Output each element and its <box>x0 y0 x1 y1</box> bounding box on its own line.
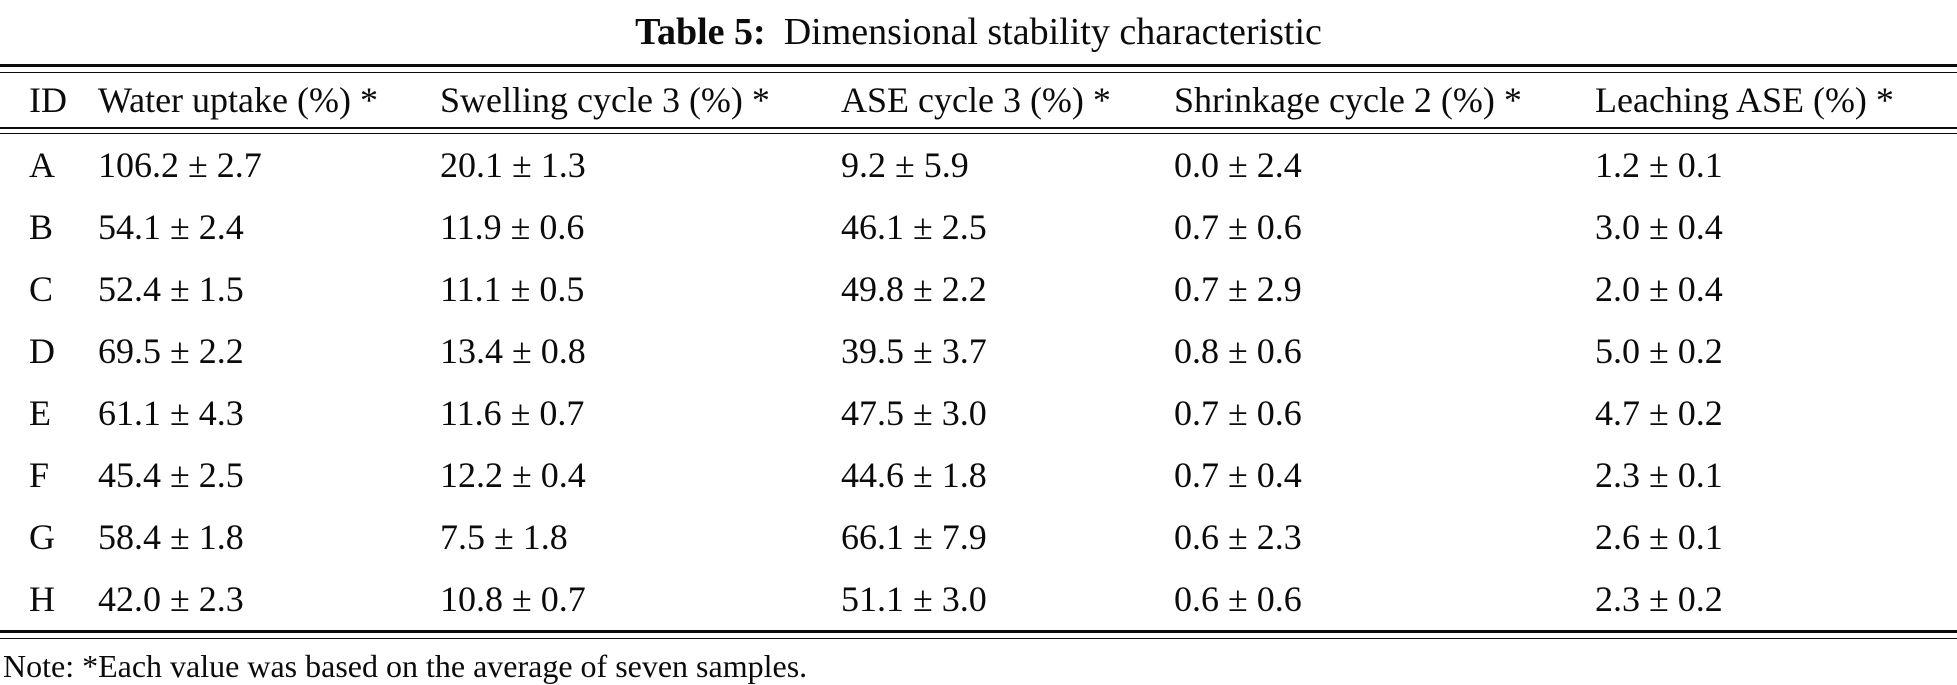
water-uptake-cell: 45.4 ± 2.5 <box>98 455 244 495</box>
water-uptake-cell: 42.0 ± 2.3 <box>98 579 244 619</box>
table-row: F 45.4 ± 2.5 12.2 ± 0.4 44.6 ± 1.8 0.7 ±… <box>0 444 1957 506</box>
shrinkage-cell: 0.7 ± 0.6 <box>1174 207 1302 247</box>
water-uptake-cell: 61.1 ± 4.3 <box>98 393 244 433</box>
swelling-cell: 12.2 ± 0.4 <box>440 455 586 495</box>
column-header-shrinkage-cycle2: Shrinkage cycle 2 (%) * <box>1174 80 1522 120</box>
water-uptake-cell: 52.4 ± 1.5 <box>98 269 244 309</box>
column-header-ase-cycle3: ASE cycle 3 (%) * <box>841 80 1111 120</box>
leaching-cell: 5.0 ± 0.2 <box>1595 331 1723 371</box>
swelling-cell: 7.5 ± 1.8 <box>440 517 568 557</box>
leaching-cell: 2.3 ± 0.2 <box>1595 579 1723 619</box>
swelling-cell: 10.8 ± 0.7 <box>440 579 586 619</box>
ase-cell: 51.1 ± 3.0 <box>841 579 987 619</box>
table-caption: Table 5: Dimensional stability characteri… <box>0 0 1957 64</box>
swelling-cell: 20.1 ± 1.3 <box>440 145 586 185</box>
shrinkage-cell: 0.7 ± 0.4 <box>1174 455 1302 495</box>
table-row: C 52.4 ± 1.5 11.1 ± 0.5 49.8 ± 2.2 0.7 ±… <box>0 258 1957 320</box>
shrinkage-cell: 0.7 ± 0.6 <box>1174 393 1302 433</box>
table-row: D 69.5 ± 2.2 13.4 ± 0.8 39.5 ± 3.7 0.8 ±… <box>0 320 1957 382</box>
table-title-text: Dimensional stability characteristic <box>783 11 1322 53</box>
row-id-cell: C <box>29 269 54 309</box>
ase-cell: 49.8 ± 2.2 <box>841 269 987 309</box>
leaching-cell: 2.6 ± 0.1 <box>1595 517 1723 557</box>
water-uptake-cell: 58.4 ± 1.8 <box>98 517 244 557</box>
table-row: E 61.1 ± 4.3 11.6 ± 0.7 47.5 ± 3.0 0.7 ±… <box>0 382 1957 444</box>
ase-cell: 46.1 ± 2.5 <box>841 207 987 247</box>
table-footnote: Note: *Each value was based on the avera… <box>3 648 808 684</box>
leaching-cell: 1.2 ± 0.1 <box>1595 145 1723 185</box>
table-row: B 54.1 ± 2.4 11.9 ± 0.6 46.1 ± 2.5 0.7 ±… <box>0 196 1957 258</box>
dimensional-stability-table: A 106.2 ± 2.7 20.1 ± 1.3 9.2 ± 5.9 0.0 ±… <box>0 134 1957 630</box>
header-bottom-rule <box>0 127 1957 134</box>
row-id-cell: D <box>29 331 55 371</box>
table-bottom-rule <box>0 630 1957 639</box>
shrinkage-cell: 0.8 ± 0.6 <box>1174 331 1302 371</box>
row-id-cell: A <box>29 145 55 185</box>
shrinkage-cell: 0.6 ± 2.3 <box>1174 517 1302 557</box>
leaching-cell: 2.3 ± 0.1 <box>1595 455 1723 495</box>
column-header-swelling-cycle3: Swelling cycle 3 (%) * <box>440 80 770 120</box>
column-header-id: ID <box>29 80 67 120</box>
ase-cell: 44.6 ± 1.8 <box>841 455 987 495</box>
table-row: A 106.2 ± 2.7 20.1 ± 1.3 9.2 ± 5.9 0.0 ±… <box>0 134 1957 196</box>
swelling-cell: 11.1 ± 0.5 <box>440 269 585 309</box>
ase-cell: 47.5 ± 3.0 <box>841 393 987 433</box>
table-top-rule <box>0 64 1957 73</box>
row-id-cell: G <box>29 517 55 557</box>
shrinkage-cell: 0.7 ± 2.9 <box>1174 269 1302 309</box>
row-id-cell: E <box>29 393 51 433</box>
ase-cell: 39.5 ± 3.7 <box>841 331 987 371</box>
row-id-cell: B <box>29 207 54 247</box>
swelling-cell: 13.4 ± 0.8 <box>440 331 586 371</box>
row-id-cell: F <box>29 455 50 495</box>
column-header-water-uptake: Water uptake (%) * <box>98 80 378 120</box>
table-row: G 58.4 ± 1.8 7.5 ± 1.8 66.1 ± 7.9 0.6 ± … <box>0 506 1957 568</box>
column-header-leaching-ase: Leaching ASE (%) * <box>1595 80 1894 120</box>
table-number-label: Table 5: <box>635 11 766 53</box>
leaching-cell: 4.7 ± 0.2 <box>1595 393 1723 433</box>
table-header: ID Water uptake (%) * Swelling cycle 3 (… <box>0 73 1957 127</box>
ase-cell: 9.2 ± 5.9 <box>841 145 969 185</box>
swelling-cell: 11.9 ± 0.6 <box>440 207 585 247</box>
leaching-cell: 3.0 ± 0.4 <box>1595 207 1723 247</box>
leaching-cell: 2.0 ± 0.4 <box>1595 269 1723 309</box>
swelling-cell: 11.6 ± 0.7 <box>440 393 585 433</box>
shrinkage-cell: 0.0 ± 2.4 <box>1174 145 1302 185</box>
header-row: ID Water uptake (%) * Swelling cycle 3 (… <box>0 73 1957 127</box>
shrinkage-cell: 0.6 ± 0.6 <box>1174 579 1302 619</box>
water-uptake-cell: 106.2 ± 2.7 <box>98 145 262 185</box>
water-uptake-cell: 54.1 ± 2.4 <box>98 207 244 247</box>
table-row: H 42.0 ± 2.3 10.8 ± 0.7 51.1 ± 3.0 0.6 ±… <box>0 568 1957 630</box>
water-uptake-cell: 69.5 ± 2.2 <box>98 331 244 371</box>
ase-cell: 66.1 ± 7.9 <box>841 517 987 557</box>
row-id-cell: H <box>29 579 55 619</box>
